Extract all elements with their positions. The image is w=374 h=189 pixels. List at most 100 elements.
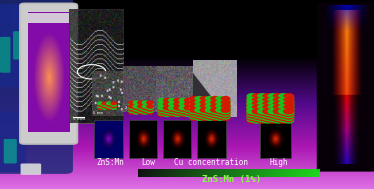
Circle shape — [211, 113, 219, 118]
Circle shape — [190, 104, 198, 109]
Circle shape — [98, 105, 103, 108]
Circle shape — [263, 117, 273, 122]
Circle shape — [252, 113, 262, 118]
Circle shape — [247, 99, 257, 104]
Circle shape — [279, 114, 288, 119]
Circle shape — [216, 116, 224, 120]
Circle shape — [190, 99, 198, 104]
Circle shape — [102, 107, 107, 109]
Circle shape — [111, 102, 116, 105]
Circle shape — [263, 109, 273, 114]
Circle shape — [147, 108, 153, 111]
Circle shape — [163, 98, 171, 102]
Circle shape — [284, 100, 294, 105]
Circle shape — [163, 107, 171, 111]
Circle shape — [247, 112, 257, 116]
Circle shape — [147, 105, 153, 108]
Circle shape — [263, 107, 273, 112]
Circle shape — [258, 112, 267, 117]
Circle shape — [184, 106, 192, 110]
Circle shape — [247, 103, 257, 108]
Circle shape — [190, 103, 198, 107]
Circle shape — [252, 98, 262, 103]
FancyBboxPatch shape — [260, 120, 291, 158]
Circle shape — [216, 111, 224, 115]
Circle shape — [284, 117, 294, 122]
Circle shape — [169, 105, 176, 109]
Circle shape — [258, 95, 267, 100]
Circle shape — [279, 99, 288, 104]
Circle shape — [284, 113, 294, 118]
Circle shape — [284, 109, 294, 114]
Circle shape — [268, 103, 278, 108]
Circle shape — [205, 98, 214, 102]
Circle shape — [258, 99, 267, 104]
Circle shape — [179, 107, 187, 111]
Circle shape — [205, 111, 214, 115]
Circle shape — [268, 101, 278, 106]
Circle shape — [284, 108, 294, 113]
Circle shape — [268, 107, 278, 112]
Circle shape — [268, 104, 278, 109]
Circle shape — [200, 100, 209, 105]
Circle shape — [284, 98, 294, 103]
Circle shape — [195, 108, 203, 113]
Circle shape — [190, 102, 198, 106]
Circle shape — [174, 104, 181, 107]
Circle shape — [252, 109, 262, 114]
Circle shape — [216, 112, 224, 116]
Circle shape — [169, 106, 176, 110]
Circle shape — [273, 99, 283, 104]
Circle shape — [258, 101, 267, 106]
Circle shape — [211, 115, 219, 119]
Circle shape — [179, 108, 187, 111]
Circle shape — [284, 115, 294, 120]
Circle shape — [190, 97, 198, 101]
Circle shape — [247, 95, 257, 100]
Circle shape — [205, 103, 214, 107]
Circle shape — [169, 106, 176, 110]
Circle shape — [263, 94, 273, 99]
Circle shape — [205, 107, 214, 111]
Circle shape — [138, 104, 144, 107]
Circle shape — [169, 110, 176, 114]
Circle shape — [247, 103, 257, 108]
Text: Low: Low — [141, 158, 155, 167]
Circle shape — [268, 114, 278, 119]
Circle shape — [268, 107, 278, 112]
Text: High: High — [269, 158, 288, 167]
Circle shape — [221, 100, 230, 105]
Circle shape — [184, 108, 192, 111]
Circle shape — [273, 96, 283, 101]
Circle shape — [273, 103, 283, 108]
Circle shape — [133, 105, 140, 109]
Circle shape — [216, 115, 224, 119]
Circle shape — [205, 111, 214, 115]
Circle shape — [179, 101, 187, 105]
Circle shape — [279, 113, 288, 118]
Circle shape — [221, 101, 230, 105]
Circle shape — [205, 101, 214, 105]
Circle shape — [263, 115, 273, 120]
Circle shape — [252, 99, 262, 104]
Circle shape — [273, 107, 283, 112]
Circle shape — [284, 99, 294, 104]
Circle shape — [211, 100, 219, 105]
Circle shape — [258, 99, 267, 104]
Circle shape — [184, 102, 192, 106]
Circle shape — [195, 107, 203, 111]
Circle shape — [273, 105, 283, 110]
Text: 2 nm: 2 nm — [125, 106, 135, 110]
Circle shape — [221, 103, 230, 108]
Circle shape — [273, 109, 283, 114]
Circle shape — [195, 111, 203, 115]
Circle shape — [129, 104, 135, 107]
Circle shape — [284, 101, 294, 106]
Circle shape — [200, 107, 209, 111]
Circle shape — [163, 104, 171, 107]
Circle shape — [195, 104, 203, 109]
Circle shape — [263, 95, 273, 100]
Circle shape — [205, 106, 214, 110]
Circle shape — [252, 102, 262, 107]
Circle shape — [252, 101, 262, 106]
